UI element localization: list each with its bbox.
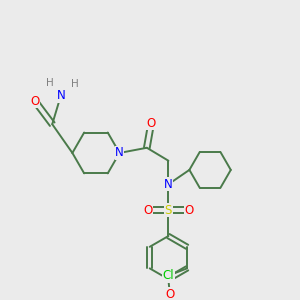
Text: N: N [164, 178, 173, 191]
Text: S: S [165, 204, 172, 217]
Text: O: O [146, 117, 156, 130]
Text: N: N [115, 146, 124, 159]
Text: O: O [184, 204, 194, 217]
Text: O: O [143, 204, 152, 217]
Text: O: O [30, 95, 40, 108]
Text: H: H [46, 77, 53, 88]
Text: N: N [56, 89, 65, 102]
Text: O: O [165, 289, 175, 300]
Text: H: H [71, 79, 79, 89]
Text: Cl: Cl [163, 269, 174, 282]
